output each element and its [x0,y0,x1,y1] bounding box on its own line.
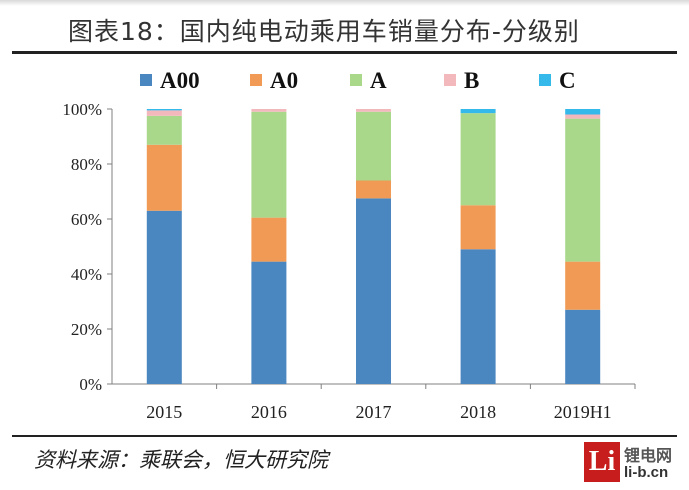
legend-label-b: B [464,68,479,93]
bar-segment-a00-2019h1 [565,309,601,384]
legend-swatch-a0 [250,74,262,86]
y-tick-label: 80% [71,155,102,174]
legend-swatch-c [539,74,551,86]
bar-segment-c-2015 [146,109,182,111]
bar-segment-a00-2018 [460,249,496,384]
bar-segment-a-2019h1 [565,118,601,262]
bar-segment-a0-2015 [146,144,182,211]
legend-label-a00: A00 [160,68,200,93]
bar-segment-a0-2019h1 [565,261,601,310]
chart-bars [146,109,601,384]
legend-label-a: A [370,68,387,93]
bar-segment-a-2015 [146,115,182,145]
legend-label-a0: A0 [270,68,298,93]
bar-segment-a-2017 [356,111,391,181]
source-rule [12,435,677,437]
x-tick-label: 2018 [460,402,496,422]
y-tick-label: 60% [71,210,102,229]
bar-segment-a00-2017 [356,198,391,384]
top-edge-strip [0,0,689,6]
bar-segment-a0-2017 [356,180,391,199]
bar-segment-c-2019h1 [565,109,601,115]
bar-segment-b-2016 [251,109,287,112]
bar-segment-a0-2018 [460,205,496,250]
figure-title: 图表18：国内纯电动乘用车销量分布-分级别 [68,17,580,46]
stacked-bar-chart: A00 A0 A B C 2015 2016 2017 2018 2019H1 0% 20% 40%… [62,68,636,422]
legend-label-c: C [559,68,576,93]
x-tick-label: 2017 [356,402,392,422]
bar-segment-a-2016 [251,111,287,218]
x-tick-label: 2016 [251,402,287,422]
y-tick-label: 40% [71,265,102,284]
x-tick-label: 2019H1 [554,402,612,422]
y-tick-label: 20% [71,320,102,339]
chart-legend: A00 A0 A B C [140,68,576,93]
bar-segment-b-2017 [356,109,391,112]
legend-swatch-a [350,74,362,86]
bar-segment-a0-2016 [251,217,287,262]
watermark-url: li-b.cn [624,464,669,481]
x-axis-labels: 2015 2016 2017 2018 2019H1 [146,402,611,422]
legend-swatch-b [444,74,456,86]
title-rule [12,51,677,54]
x-tick-label: 2015 [146,402,182,422]
y-tick-label: 0% [79,375,102,394]
source-note: 资料来源：乘联会，恒大研究院 [34,448,328,472]
bar-segment-a00-2016 [251,261,287,384]
bar-segment-b-2015 [146,110,182,116]
legend-swatch-a00 [140,74,152,86]
bar-segment-c-2018 [460,109,496,114]
bar-segment-b-2019h1 [565,114,601,119]
y-tick-label: 100% [62,100,102,119]
watermark-logo: Li [584,442,620,482]
y-axis-labels: 0% 20% 40% 60% 80% 100% [62,100,102,394]
bar-segment-a-2018 [460,113,496,206]
bar-segment-a00-2015 [146,210,182,384]
watermark-site-name: 锂电网 [624,446,673,465]
